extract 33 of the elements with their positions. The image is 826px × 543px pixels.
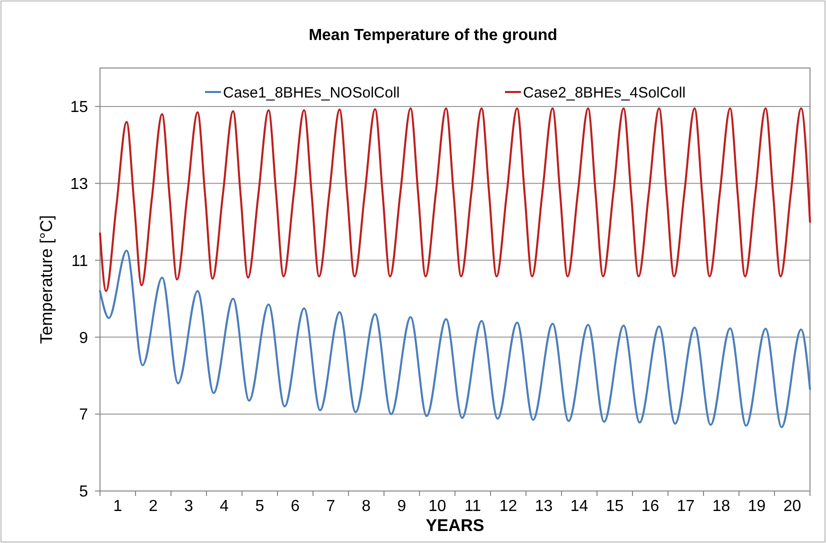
- x-tick-label: 7: [326, 498, 336, 515]
- x-axis-title: YEARS: [426, 516, 484, 535]
- x-tick-label: 13: [534, 498, 553, 515]
- x-tick-label: 6: [290, 498, 300, 515]
- y-tick-label: 7: [79, 406, 88, 424]
- x-tick-label: 11: [464, 498, 482, 515]
- x-tick-label: 3: [184, 498, 194, 515]
- chart-title: Mean Temperature of the ground: [308, 27, 558, 44]
- y-tick-label: 11: [71, 252, 88, 270]
- y-tick-label: 5: [79, 484, 88, 501]
- legend-label: Case1_8BHEs_NOSolColl: [223, 84, 400, 102]
- x-tick-label: 10: [428, 498, 446, 515]
- x-tick-label: 9: [397, 498, 406, 515]
- x-tick-label: 2: [148, 498, 158, 515]
- x-tick-label: 18: [712, 498, 730, 515]
- x-tick-label: 16: [641, 498, 660, 515]
- x-tick-label: 20: [783, 498, 802, 515]
- x-tick-label: 8: [362, 498, 371, 515]
- x-tick-label: 1: [113, 498, 122, 515]
- line-series: [99, 250, 811, 428]
- y-tick-label: 9: [79, 330, 88, 347]
- x-tick-label: 14: [570, 498, 588, 515]
- x-tick-label: 15: [606, 498, 624, 515]
- y-axis-title: Temperature [°C]: [37, 215, 56, 344]
- x-tick-label: 17: [676, 498, 695, 515]
- x-tick-label: 12: [499, 498, 518, 515]
- y-tick-label: 13: [70, 176, 88, 193]
- x-tick-label: 5: [255, 498, 264, 515]
- y-tick-label: 15: [70, 99, 88, 116]
- line-series: [99, 107, 811, 292]
- legend-label: Case2_8BHEs_4SolColl: [523, 84, 686, 102]
- x-tick-label: 19: [748, 498, 766, 515]
- x-tick-label: 4: [220, 498, 229, 515]
